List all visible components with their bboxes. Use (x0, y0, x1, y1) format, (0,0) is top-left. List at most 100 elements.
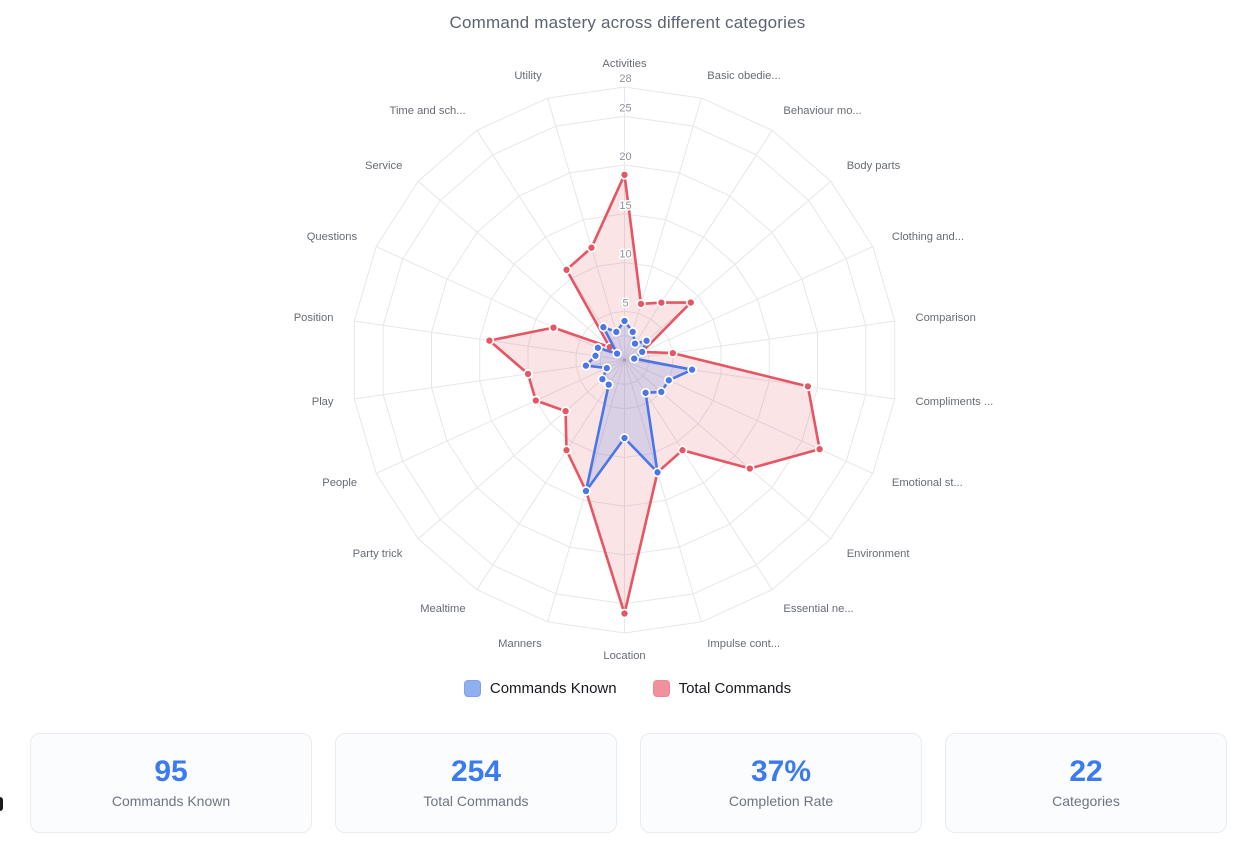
data-point[interactable] (619, 608, 630, 619)
radar-category-labels: Activities Basic obedie... Behaviour mo...… (294, 58, 994, 662)
data-point[interactable] (636, 299, 646, 309)
data-point[interactable] (629, 353, 640, 364)
data-point[interactable] (677, 445, 688, 456)
axis-line (375, 246, 625, 361)
series-commands-known (581, 316, 697, 496)
data-point[interactable] (656, 297, 667, 308)
category-label: Play (312, 396, 334, 408)
category-label: Environment (847, 548, 911, 560)
data-point[interactable] (619, 433, 630, 443)
axis-line (476, 130, 625, 361)
stat-value-total-commands: 254 (450, 755, 502, 788)
category-label: Impulse cont... (707, 638, 780, 650)
axis-line (624, 359, 702, 623)
tick-label: 28 (619, 73, 631, 85)
category-label: Service (365, 160, 402, 172)
screen-edge-artifact (0, 797, 3, 811)
data-point[interactable] (612, 348, 622, 359)
tick-label: 15 (619, 200, 631, 212)
radar-center (622, 358, 627, 362)
stats-row: 95 Commands Known 254 Total Commands 37%… (30, 733, 1227, 833)
legend-swatch-total-commands (652, 680, 670, 697)
category-label: Activities (602, 58, 647, 70)
axis-line (417, 359, 625, 540)
axis-line (624, 359, 773, 590)
axis-line (624, 180, 832, 361)
category-label: Compliments ... (916, 396, 994, 408)
data-point[interactable] (641, 335, 652, 346)
data-point[interactable] (601, 363, 612, 373)
data-point[interactable] (593, 342, 603, 353)
category-label: Mealtime (420, 603, 465, 615)
data-point[interactable] (597, 374, 608, 385)
data-point[interactable] (590, 350, 601, 361)
category-label: People (322, 477, 357, 489)
category-label: Body parts (847, 160, 901, 172)
category-label: Position (294, 312, 334, 324)
axis-line (624, 97, 702, 361)
category-label: Essential ne... (783, 603, 853, 615)
axis-line (476, 359, 625, 590)
category-label: Questions (307, 231, 358, 243)
category-label: Comparison (916, 312, 976, 324)
data-point[interactable] (744, 463, 755, 474)
legend-label-commands-known: Commands Known (489, 680, 617, 697)
data-point[interactable] (561, 264, 572, 275)
data-point[interactable] (598, 322, 609, 333)
data-point[interactable] (561, 445, 572, 456)
data-point[interactable] (630, 338, 640, 349)
tick-label: 20 (619, 151, 631, 163)
category-label: Emotional st... (892, 477, 963, 489)
data-point[interactable] (586, 242, 597, 253)
stat-value-commands-known: 95 (154, 755, 188, 788)
radar-chart: Activities Basic obedie... Behaviour mo...… (294, 58, 994, 662)
stat-card-completion-rate: 37% Completion Rate (640, 733, 922, 833)
data-point[interactable] (560, 406, 571, 416)
stat-label-commands-known: Commands Known (111, 793, 231, 809)
axis-line (547, 97, 625, 361)
axis-line (417, 180, 625, 361)
axis-line (354, 359, 625, 400)
stat-label-categories: Categories (1052, 793, 1120, 809)
data-point[interactable] (581, 360, 591, 371)
series-area (488, 173, 821, 615)
series-total-commands (484, 169, 825, 619)
data-point[interactable] (619, 169, 630, 180)
data-point[interactable] (627, 327, 638, 337)
stat-card-total-commands: 254 Total Commands (335, 733, 617, 833)
data-point[interactable] (652, 467, 663, 478)
data-point[interactable] (637, 347, 648, 357)
data-point[interactable] (663, 375, 674, 386)
data-point[interactable] (685, 297, 696, 308)
category-label: Time and sch... (390, 105, 466, 117)
radar-tick-labels: 5 10 15 20 25 28 (618, 72, 633, 311)
tick-label: 5 (622, 297, 628, 309)
category-label: Party trick (353, 548, 403, 560)
data-point[interactable] (603, 379, 614, 390)
data-point[interactable] (803, 381, 813, 392)
data-point[interactable] (530, 395, 541, 406)
data-point[interactable] (523, 369, 533, 379)
stat-label-total-commands: Total Commands (423, 793, 529, 809)
data-point[interactable] (548, 322, 559, 333)
axis-line (624, 246, 874, 361)
data-point[interactable] (611, 327, 622, 337)
category-label: Manners (498, 638, 542, 650)
data-point[interactable] (484, 335, 495, 346)
data-point[interactable] (814, 444, 825, 454)
legend-swatch-commands-known (463, 680, 481, 697)
data-point[interactable] (667, 348, 678, 358)
data-point[interactable] (687, 364, 697, 375)
data-point[interactable] (640, 387, 651, 398)
legend-item-total-commands[interactable]: Total Commands (652, 680, 791, 697)
axis-line (375, 359, 625, 474)
data-point[interactable] (581, 486, 591, 496)
stat-label-completion-rate: Completion Rate (728, 793, 834, 809)
legend-item-commands-known[interactable]: Commands Known (463, 680, 617, 697)
data-point[interactable] (619, 316, 630, 326)
chart-legend: Commands Known Total Commands (0, 680, 1255, 697)
chart-title: Command mastery across different categor… (449, 13, 806, 32)
category-label: Utility (514, 70, 542, 82)
data-point[interactable] (656, 387, 667, 397)
stat-value-categories: 22 (1069, 755, 1103, 788)
